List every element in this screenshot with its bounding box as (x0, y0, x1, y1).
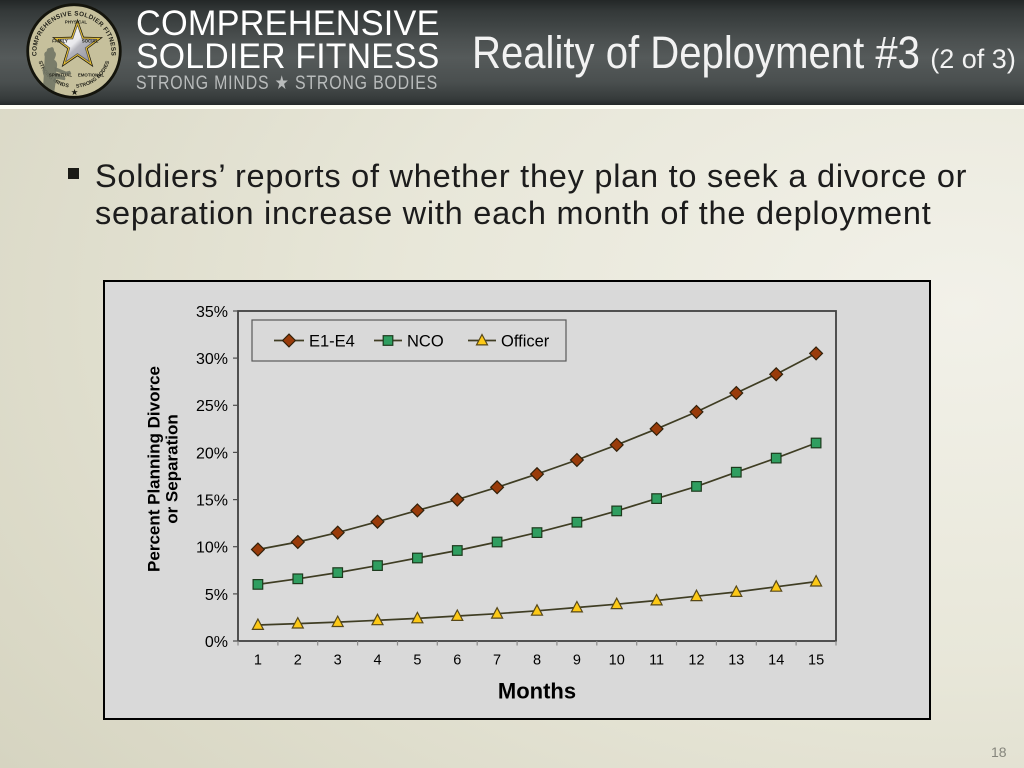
svg-text:15: 15 (808, 653, 824, 669)
svg-text:5%: 5% (205, 587, 228, 604)
svg-text:0%: 0% (205, 634, 228, 651)
svg-text:★: ★ (71, 87, 79, 97)
svg-text:SOCIAL: SOCIAL (82, 39, 99, 44)
svg-text:10: 10 (609, 653, 625, 669)
svg-text:14: 14 (768, 653, 784, 669)
svg-text:8: 8 (533, 653, 541, 669)
svg-text:NCO: NCO (407, 333, 444, 351)
svg-text:1: 1 (254, 653, 262, 669)
svg-text:Officer: Officer (501, 333, 550, 351)
svg-text:35%: 35% (196, 304, 228, 321)
svg-text:7: 7 (493, 653, 501, 669)
svg-text:3: 3 (334, 653, 342, 669)
svg-text:9: 9 (573, 653, 581, 669)
svg-text:10%: 10% (196, 540, 228, 557)
svg-text:30%: 30% (196, 351, 228, 368)
svg-text:Months: Months (498, 679, 576, 704)
svg-text:15%: 15% (196, 493, 228, 510)
svg-text:EMOTIONAL: EMOTIONAL (78, 73, 105, 78)
svg-text:PHYSICAL: PHYSICAL (65, 20, 88, 25)
svg-text:4: 4 (373, 653, 381, 669)
svg-text:5: 5 (413, 653, 421, 669)
svg-text:FAMILY: FAMILY (52, 39, 68, 44)
svg-text:SPIRITUAL: SPIRITUAL (49, 73, 72, 78)
svg-text:E1-E4: E1-E4 (309, 333, 355, 351)
svg-text:12: 12 (688, 653, 704, 669)
svg-text:20%: 20% (196, 445, 228, 462)
svg-text:13: 13 (728, 653, 744, 669)
svg-text:2: 2 (294, 653, 302, 669)
svg-text:Percent Planning Divorceor Sep: Percent Planning Divorceor Separation (145, 366, 182, 572)
svg-text:25%: 25% (196, 398, 228, 415)
svg-text:6: 6 (453, 653, 461, 669)
svg-text:11: 11 (649, 653, 664, 669)
